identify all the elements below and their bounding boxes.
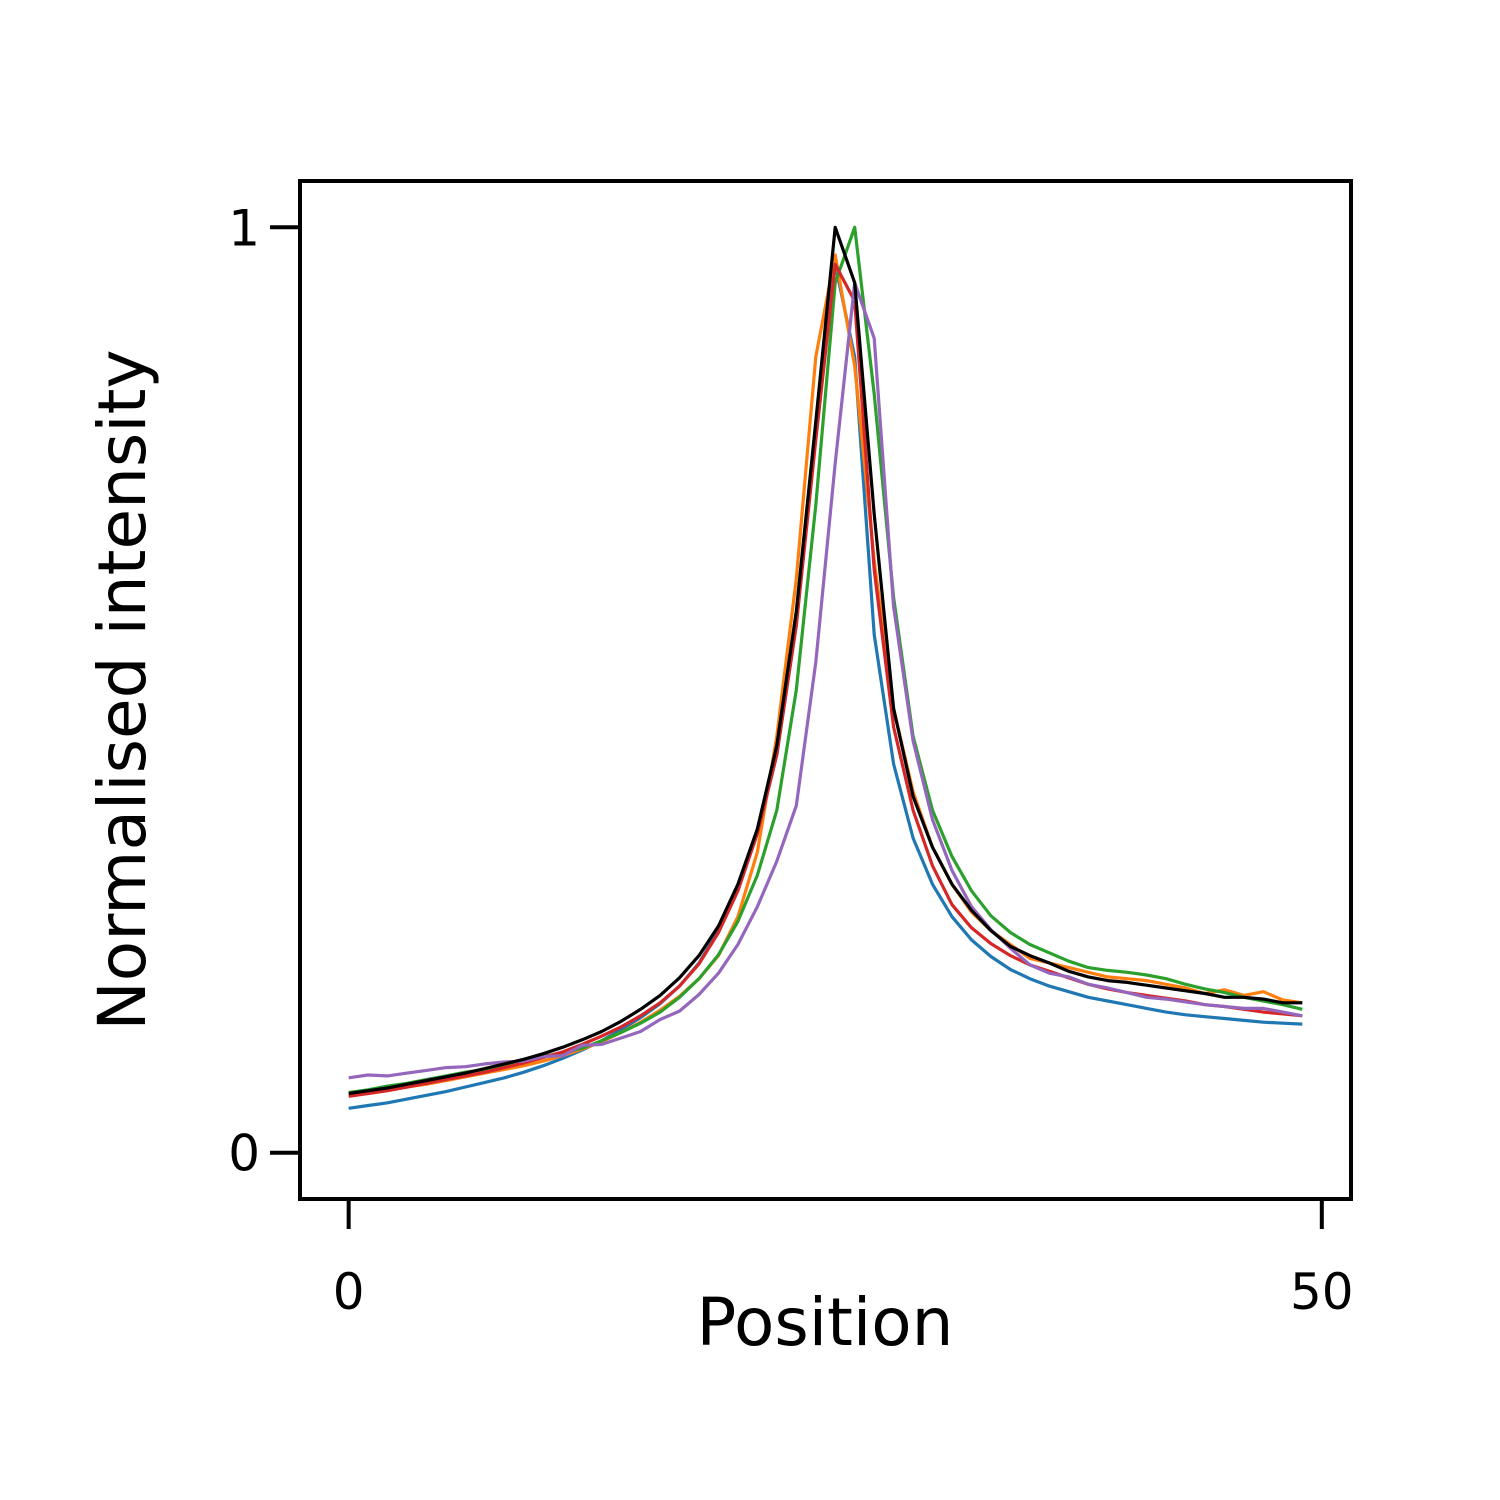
- x-axis-label: Position: [697, 1284, 954, 1361]
- series-line-6: [348, 225, 1303, 1096]
- series-line-3: [348, 225, 1303, 1095]
- y-axis-label: Normalised intensity: [84, 349, 161, 1030]
- y-tick-label: 1: [228, 199, 260, 257]
- plot-frame: [298, 179, 1353, 1201]
- x-tick-label: 0: [333, 1263, 365, 1321]
- series-layer: [348, 225, 1303, 1110]
- series-line-2: [348, 253, 1303, 1097]
- tick-layer: 0 50 0 1: [228, 199, 1353, 1321]
- x-tick-label: 50: [1290, 1263, 1354, 1321]
- y-tick-label: 0: [228, 1125, 260, 1183]
